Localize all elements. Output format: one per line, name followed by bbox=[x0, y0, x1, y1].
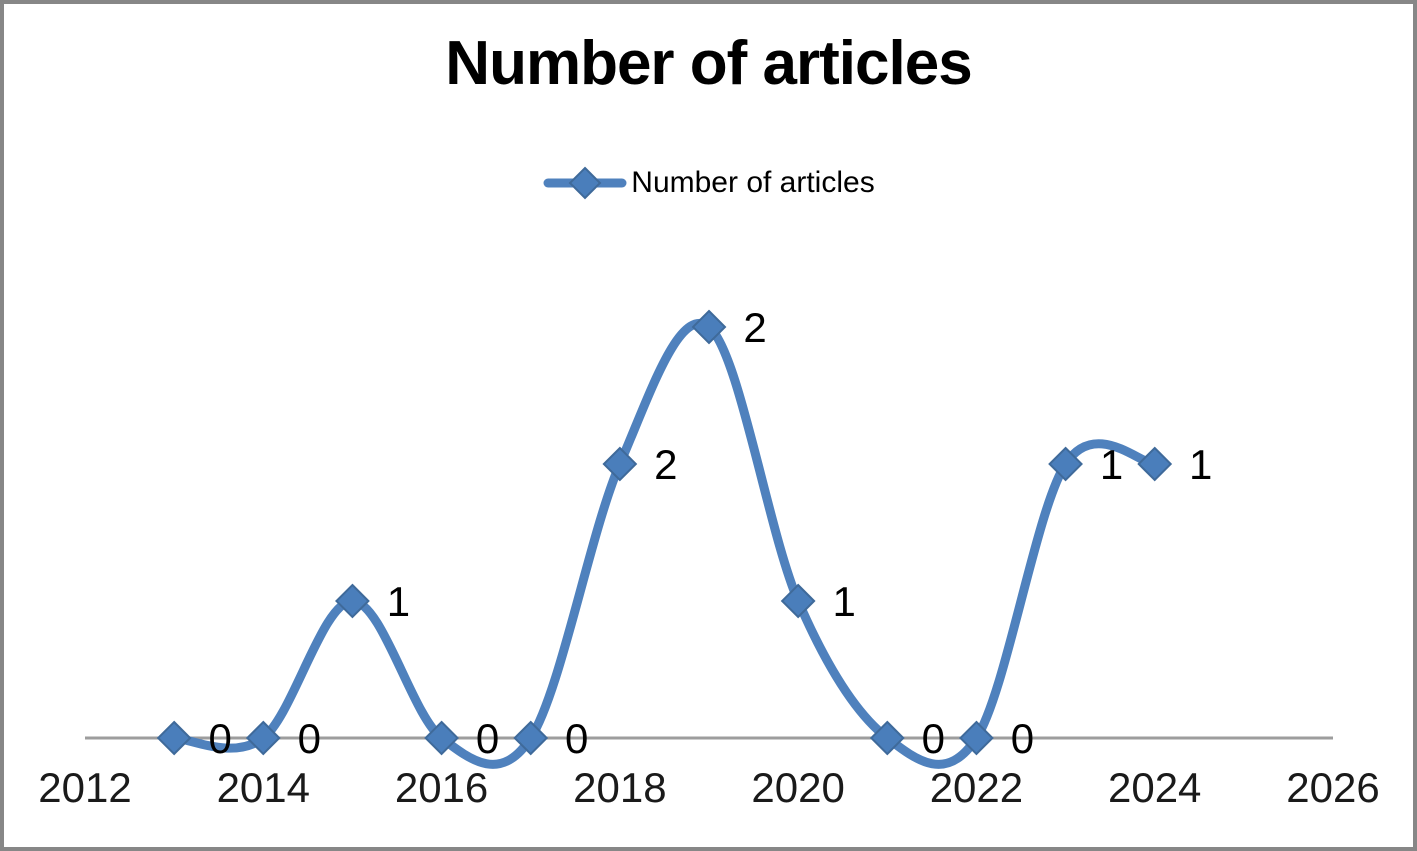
legend-label: Number of articles bbox=[631, 166, 875, 199]
x-axis-tick-label: 2018 bbox=[573, 764, 666, 811]
data-point-label: 1 bbox=[832, 578, 855, 625]
data-point-label: 2 bbox=[654, 441, 677, 488]
data-point-marker bbox=[335, 583, 370, 619]
data-point-marker bbox=[780, 583, 816, 619]
data-point-label: 1 bbox=[387, 578, 410, 625]
data-point-label: 0 bbox=[476, 715, 499, 762]
data-point-label: 0 bbox=[922, 715, 945, 762]
data-point-marker bbox=[959, 720, 994, 756]
x-axis-tick-label: 2026 bbox=[1286, 764, 1379, 811]
data-point-marker bbox=[156, 720, 192, 756]
data-point-label: 1 bbox=[1189, 441, 1212, 488]
x-axis-tick-label: 2016 bbox=[395, 764, 488, 811]
data-point-label: 0 bbox=[1011, 715, 1034, 762]
data-point-label: 0 bbox=[298, 715, 321, 762]
data-point-marker bbox=[602, 446, 638, 482]
data-point-label: 2 bbox=[743, 304, 766, 351]
data-point-marker bbox=[1137, 446, 1173, 482]
data-point-label: 1 bbox=[1100, 441, 1123, 488]
chart-title: Number of articles bbox=[445, 29, 972, 98]
data-point-marker bbox=[691, 309, 727, 345]
x-axis-tick-label: 2012 bbox=[38, 764, 131, 811]
data-point-marker bbox=[424, 720, 459, 756]
data-point-marker bbox=[245, 720, 281, 756]
series-line bbox=[169, 319, 1160, 769]
x-axis-tick-label: 2020 bbox=[751, 764, 844, 811]
legend-line-marker-icon bbox=[543, 166, 627, 200]
legend-diamond-icon bbox=[568, 166, 602, 200]
x-axis-tick-label: 2022 bbox=[930, 764, 1023, 811]
x-axis-tick-label: 2024 bbox=[1108, 764, 1201, 811]
plot-area: 2012 2014 2016 2018 2020 2022 2024 2026 0 0 1 0 0 2 2 1… bbox=[38, 304, 1379, 811]
data-point-marker bbox=[1048, 446, 1083, 482]
data-point-marker bbox=[869, 720, 905, 756]
x-axis-tick-label: 2014 bbox=[217, 764, 310, 811]
legend: Number of articles bbox=[4, 162, 1413, 204]
data-point-marker bbox=[513, 720, 549, 756]
data-point-label: 0 bbox=[565, 715, 588, 762]
data-point-label: 0 bbox=[208, 715, 231, 762]
